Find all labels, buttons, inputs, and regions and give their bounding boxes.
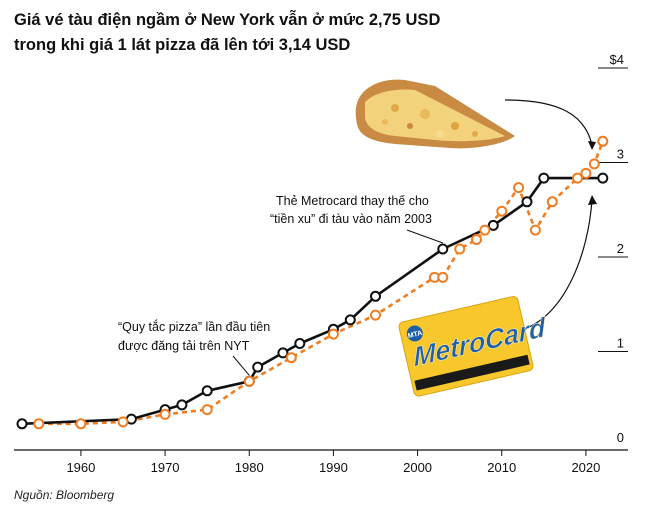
pizza-data-point [546,196,558,208]
subway-data-point [201,385,213,397]
metrocard-badge: MTA [407,330,423,340]
annotation-pizza-rule-line-2: được đăng tải trên NYT [118,339,250,353]
pizza-slice-image [355,79,515,149]
subway-data-point [521,196,533,208]
annotation-pizza-rule-line-1: “Quy tắc pizza” lần đầu tiên [118,319,270,334]
pizza-arrow-head [588,141,596,150]
pizza-data-point [597,135,609,147]
y-tick-label: 0 [617,430,624,445]
y-tick-label: 1 [617,336,624,351]
pizza-data-point [159,408,171,420]
metrocard-arrow [521,199,593,331]
x-tick-label: 2020 [571,460,600,475]
chart-title: Giá vé tàu điện ngầm ở New York vẫn ở mứ… [14,8,574,58]
pizza-data-point [513,182,525,194]
y-tick-label: $4 [610,52,624,67]
subway-data-point [16,418,28,430]
y-tick-label: 3 [617,147,624,162]
pizza-data-point [580,167,592,179]
pizza-data-point [243,375,255,387]
x-tick-label: 1970 [151,460,180,475]
pizza-data-point [496,205,508,217]
pizza-data-point [572,172,583,184]
metrocard-image: MTA MetroCard [398,296,547,397]
subway-data-point [597,172,609,184]
annotation-metrocard-line-2: “tiền xu” đi tàu vào năm 2003 [270,212,432,226]
x-tick-label: 1960 [66,460,95,475]
x-tick-label: 1990 [319,460,348,475]
subway-data-point [437,243,449,255]
subway-data-point [252,361,264,373]
pizza-data-point [471,234,482,245]
pizza-data-point [479,224,491,236]
annotation-leaders [232,229,444,376]
pizza-data-point [117,416,129,428]
annotation-metrocard: Thẻ Metrocard thay thế cho “tiền xu” đi … [270,194,432,226]
pizza-data-point [588,158,600,170]
point-layer [16,135,609,430]
annotation-metrocard-leader [406,229,444,244]
pizza-arrow [504,99,593,146]
pizza-data-point [33,418,45,430]
y-tick-label: 2 [617,241,624,256]
pizza-data-point [201,404,213,416]
metrocard-arrow-head [588,195,597,205]
subway-data-point [538,172,550,184]
title-line-1: Giá vé tàu điện ngầm ở New York vẫn ở mứ… [14,11,441,29]
annotation-pizza-rule-leader [232,355,250,376]
title-line-2: trong khi giá 1 lát pizza đã lên tới 3,1… [14,36,351,54]
axis-layer: 1960 1970 1980 1990 2000 2010 2020 $4 3 2 1 0 [14,52,628,475]
subway-data-point [370,290,381,302]
x-tick-label: 1980 [235,460,264,475]
subway-data-point [294,338,306,349]
subway-data-point [277,347,289,359]
pizza-data-point [437,271,449,283]
pizza-data-point [454,243,466,255]
pizza-data-point [285,352,297,364]
source-note: Nguồn: Bloomberg [14,488,115,502]
subway-data-point [487,219,499,231]
subway-data-point [176,399,188,411]
pizza-series-line [38,140,605,426]
subway-data-point [344,314,356,326]
pizza-data-point [529,224,541,236]
pizza-data-point [370,309,381,321]
x-tick-label: 2010 [487,460,516,475]
x-tick-label: 2000 [403,460,432,475]
pizza-data-point [327,328,339,340]
pizza-data-point [75,418,87,430]
annotation-pizza-rule: “Quy tắc pizza” lần đầu tiên được đăng t… [118,319,274,353]
annotation-metrocard-line-1: Thẻ Metrocard thay thế cho [276,194,429,208]
